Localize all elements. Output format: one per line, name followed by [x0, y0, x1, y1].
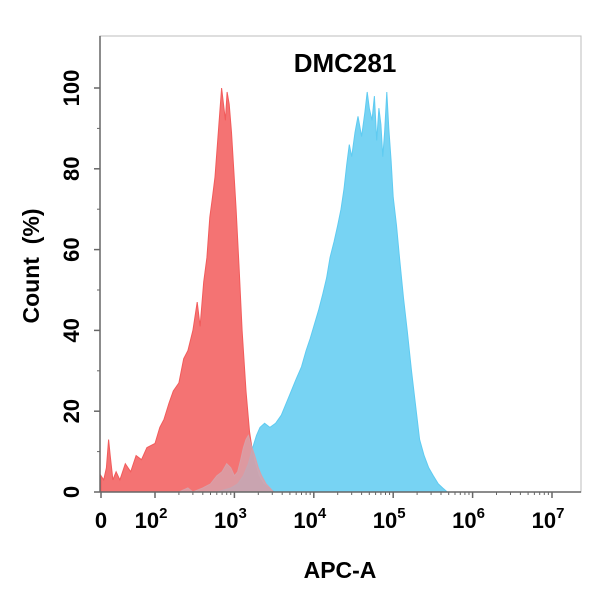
y-tick-label: 100 [59, 70, 84, 107]
series-area-2 [101, 91, 449, 493]
tick-layer: 0 20 40 60 80 100 0 102 103 104 105 106 107 [59, 70, 564, 533]
series-area-1 [100, 87, 277, 493]
y-tick-label: 60 [59, 237, 84, 261]
x-tick-label: 107 [532, 505, 565, 533]
y-axis-title: Count (%) [18, 209, 44, 324]
y-tick-label: 0 [59, 486, 84, 498]
y-tick-label: 40 [59, 318, 84, 342]
chart-title: DMC281 [294, 48, 397, 78]
series-layer [100, 87, 449, 493]
x-tick-label: 0 [95, 508, 107, 533]
x-tick-label: 102 [135, 505, 168, 533]
series-area-3 [101, 434, 275, 493]
x-tick-label: 106 [452, 505, 485, 533]
x-tick-label: 103 [214, 505, 247, 533]
y-tick-label: 80 [59, 157, 84, 181]
x-tick-label: 104 [293, 505, 326, 533]
y-tick-label: 20 [59, 399, 84, 423]
x-tick-label: 105 [373, 505, 406, 533]
x-axis-title: APC-A [304, 557, 377, 583]
